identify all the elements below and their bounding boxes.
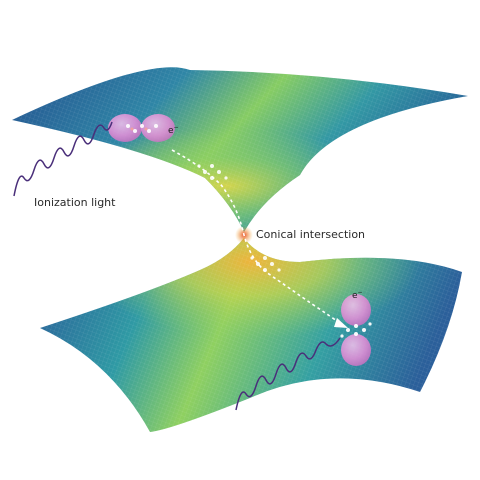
conical-intersection-label: Conical intersection: [256, 228, 365, 241]
electron-label-lower: e−: [352, 289, 363, 301]
reaction-path: [171, 149, 345, 327]
molecule-lower: [340, 294, 372, 366]
reaction-path-arrowhead: [334, 318, 348, 328]
lower-surface: [40, 238, 462, 432]
molecule-mid-upper: [197, 164, 228, 180]
ionization-light-wave-upper: [13, 121, 113, 197]
molecule-upper: [108, 114, 175, 142]
upper-surface: [12, 67, 468, 232]
ionization-light-label: Ionization light: [34, 196, 116, 209]
ionization-light-wave-lower: [235, 337, 341, 411]
molecule-mid-lower: [250, 256, 281, 272]
electron-label-upper: e−: [168, 124, 179, 136]
